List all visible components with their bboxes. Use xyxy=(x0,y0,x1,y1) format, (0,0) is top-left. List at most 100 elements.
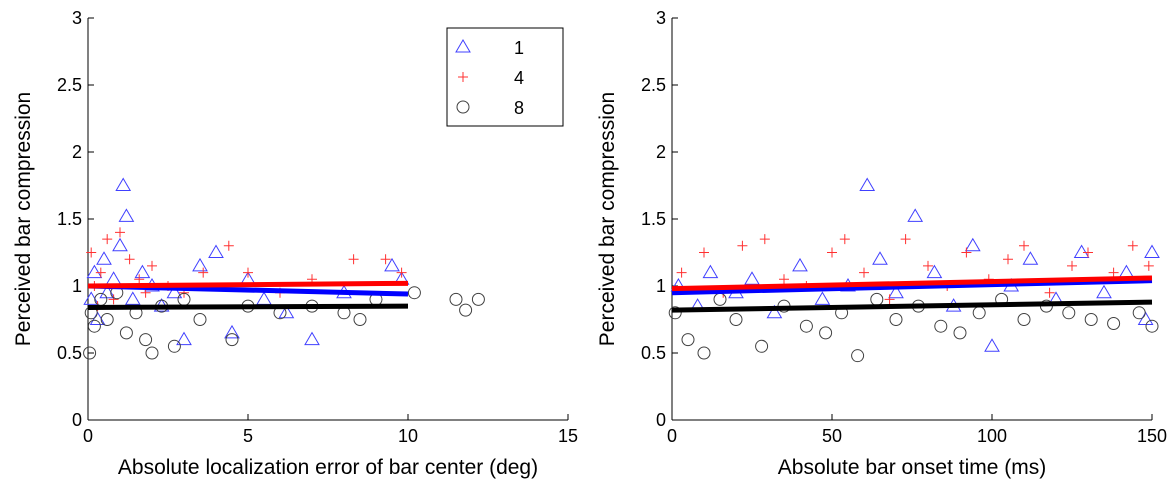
triangle-marker xyxy=(224,324,240,339)
plus-marker xyxy=(1143,260,1154,271)
circle-marker xyxy=(83,346,97,360)
circle-marker xyxy=(681,333,695,347)
circle-marker xyxy=(1132,306,1146,320)
plus-marker xyxy=(198,267,209,278)
triangle-marker xyxy=(304,331,320,346)
triangle-marker xyxy=(118,208,135,222)
x-tick-label: 150 xyxy=(1137,426,1167,446)
plus-marker xyxy=(243,267,253,278)
x-axis-label: Absolute bar onset time (ms) xyxy=(778,456,1046,479)
triangle-marker xyxy=(1144,244,1160,258)
fit-line xyxy=(671,278,1153,296)
triangle-marker xyxy=(872,251,888,265)
y-axis-label: Perceived bar compression xyxy=(596,92,619,346)
triangle-marker xyxy=(888,284,904,299)
circle-marker xyxy=(972,306,986,320)
circle-marker xyxy=(1145,319,1159,333)
triangle-marker xyxy=(112,237,128,252)
circle-marker xyxy=(870,292,884,306)
triangle-marker xyxy=(256,291,272,305)
plus-marker xyxy=(759,234,770,245)
fit-line xyxy=(671,275,1153,292)
plus-marker xyxy=(1127,240,1138,251)
circle-marker xyxy=(1062,306,1076,320)
circle-marker xyxy=(934,319,948,333)
circle-marker xyxy=(449,292,463,306)
plus-marker xyxy=(923,260,933,271)
y-tick-label: 2.5 xyxy=(57,75,82,95)
triangle-marker xyxy=(792,257,808,272)
y-tick-label: 3 xyxy=(72,8,82,28)
circle-marker xyxy=(889,313,903,326)
x-tick-label: 0 xyxy=(83,426,93,446)
plus-marker xyxy=(676,267,687,278)
plus-marker xyxy=(961,247,972,258)
circle-marker xyxy=(953,326,967,340)
triangle-marker xyxy=(984,338,1000,352)
circle-marker xyxy=(1084,313,1098,326)
x-tick-label: 0 xyxy=(667,426,677,446)
plus-marker xyxy=(1003,254,1013,265)
triangle-marker xyxy=(859,177,876,191)
triangle-marker xyxy=(278,304,295,319)
plus-marker xyxy=(124,254,135,265)
y-axis-label: Perceived bar compression xyxy=(12,92,35,346)
circle-marker xyxy=(1107,317,1121,331)
circle-marker xyxy=(799,319,813,333)
circle-marker xyxy=(819,326,833,340)
plus-marker xyxy=(779,274,789,285)
circle-marker xyxy=(697,346,711,360)
triangle-marker xyxy=(926,264,943,279)
triangle-marker xyxy=(907,208,924,222)
triangle-marker xyxy=(702,264,719,279)
circle-marker xyxy=(353,313,367,326)
circle-marker xyxy=(100,313,114,326)
plus-marker xyxy=(115,227,125,238)
y-tick-label: 1.5 xyxy=(57,209,82,229)
plus-marker xyxy=(900,234,911,245)
plus-marker xyxy=(396,267,407,278)
plus-marker xyxy=(108,294,119,305)
circle-marker xyxy=(459,303,473,317)
circle-marker xyxy=(851,349,865,363)
circle-marker xyxy=(1017,313,1031,326)
x-axis-label: Absolute localization error of bar cente… xyxy=(118,456,538,479)
circle-marker xyxy=(167,339,181,353)
triangle-marker xyxy=(1118,264,1135,279)
plus-marker xyxy=(86,247,97,258)
plus-marker xyxy=(737,240,748,251)
triangle-marker xyxy=(455,39,471,53)
y-tick-label: 0 xyxy=(656,410,666,430)
plus-marker xyxy=(827,247,837,258)
y-tick-label: 0 xyxy=(72,410,82,430)
y-tick-label: 2 xyxy=(72,142,82,162)
triangle-marker xyxy=(384,257,400,272)
circle-marker xyxy=(755,339,769,353)
circle-marker xyxy=(668,306,682,320)
plus-marker xyxy=(147,260,157,271)
legend-label: 1 xyxy=(514,38,524,58)
plus-marker xyxy=(1067,260,1077,271)
y-tick-label: 1 xyxy=(656,276,666,296)
triangle-marker xyxy=(134,264,151,279)
y-tick-label: 3 xyxy=(656,8,666,28)
triangle-marker xyxy=(86,264,103,279)
plus-marker xyxy=(95,267,106,278)
triangle-marker xyxy=(115,177,132,191)
triangle-marker xyxy=(1073,244,1090,258)
y-tick-label: 1.5 xyxy=(641,209,666,229)
legend-label: 8 xyxy=(514,98,524,118)
y-tick-label: 0.5 xyxy=(57,343,82,363)
circle-marker xyxy=(119,326,133,340)
y-tick-label: 2.5 xyxy=(641,75,666,95)
plus-marker xyxy=(859,267,869,278)
circle-marker xyxy=(193,313,207,326)
y-tick-label: 0.5 xyxy=(641,343,666,363)
circle-marker xyxy=(225,333,239,347)
plus-marker xyxy=(348,254,359,265)
triangle-marker xyxy=(176,331,192,346)
circle-marker xyxy=(145,346,159,360)
plus-marker xyxy=(839,234,850,245)
circle-marker xyxy=(139,333,153,347)
